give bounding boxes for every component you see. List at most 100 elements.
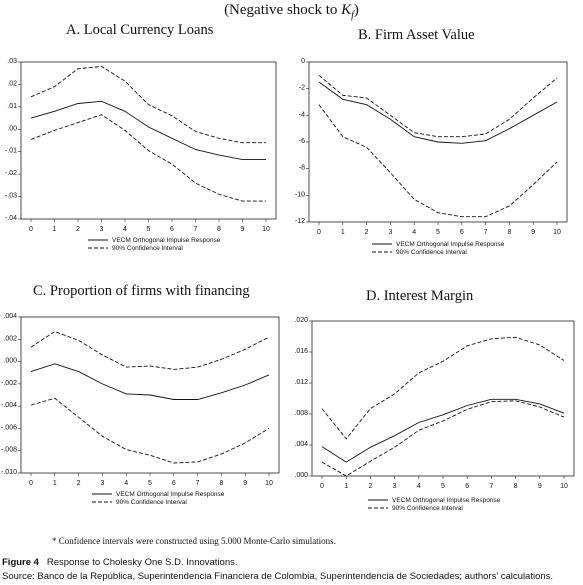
panel-d-ytick-label: .016 — [294, 348, 308, 355]
figure-caption: Figure 4 Response to Cholesky One S.D. I… — [2, 557, 238, 568]
panel-a-ytick-label: .02 — [7, 80, 17, 87]
panel-b-xtick-label: 10 — [553, 229, 561, 236]
panel-d-xtick-label: 4 — [417, 483, 421, 490]
panel-d-irf-line — [321, 398, 565, 463]
panel-a-ytick-label: -.04 — [5, 215, 17, 222]
panel-c-xtick-label: 6 — [172, 480, 176, 487]
panel-c-ytick-label: -.010 — [1, 469, 17, 476]
panel-b-xtick-label: 2 — [365, 229, 369, 236]
panel-b-xtick-label: 6 — [460, 229, 464, 236]
panel-b-xtick-label: 8 — [507, 229, 511, 236]
panel-b-legend-label: 90% Confidence Interval — [396, 249, 467, 256]
panel-c-xtick-label: 7 — [196, 480, 200, 487]
panel-a-xtick-label: 3 — [100, 226, 104, 233]
panel-a-ytick-label: -.01 — [5, 148, 17, 155]
panel-b-ytick-label: -2 — [299, 85, 305, 92]
panel-a-legend-label: VECM Orthogonal Impulse Response — [112, 237, 221, 244]
panel-d-ytick-label: .020 — [294, 317, 308, 324]
panel-b-xtick-label: 3 — [388, 229, 392, 236]
panel-b-ytick-label: -4 — [299, 111, 305, 118]
panel-a-xtick-label: 8 — [217, 226, 221, 233]
panel-c-title: C. Proportion of firms with financing — [33, 283, 250, 299]
panel-a-xtick-label: 5 — [147, 226, 151, 233]
panel-a-ytick-label: -.03 — [5, 193, 17, 200]
panel-d-frame — [311, 320, 575, 477]
panel-c-ytick-label: .000 — [3, 358, 17, 365]
panel-b-xtick-label: 5 — [436, 229, 440, 236]
source-line: Source: Banco de la República, Superinte… — [2, 571, 554, 582]
panel-b-ci-line-2 — [318, 104, 558, 218]
panel-a-xtick-label: 0 — [29, 226, 33, 233]
panel-c-xtick-label: 8 — [219, 480, 223, 487]
panel-d-ci-line-1 — [321, 336, 565, 440]
panel-c-ci-line-1 — [30, 330, 270, 370]
panel-b-ci-line-1 — [318, 74, 558, 138]
caption-label: Figure 4 — [2, 557, 39, 568]
panel-a-ytick-label: .03 — [7, 58, 17, 65]
panel-a-xtick-label: 7 — [194, 226, 198, 233]
panel-a-xtick-label: 9 — [241, 226, 245, 233]
panel-c-legend-label: 90% Confidence Interval — [116, 499, 187, 506]
panel-b-xtick-label: 0 — [317, 229, 321, 236]
panel-c-legend-label: VECM Orthogonal Impulse Response — [116, 491, 225, 498]
panel-b-ytick-label: -6 — [299, 138, 305, 145]
header-prefix: (Negative shock to — [224, 2, 342, 18]
panel-c-ytick-label: -.008 — [1, 447, 17, 454]
panel-a-ytick-label: .00 — [7, 125, 17, 132]
panel-b-xtick-label: 4 — [412, 229, 416, 236]
panel-b-legend-label: VECM Orthogonal Impulse Response — [396, 241, 505, 248]
header-suffix: ) — [353, 2, 359, 18]
panel-d-ci-line-2 — [321, 400, 565, 477]
panel-a-plot: .03 .02 .01 .00 -.01 -.02 -.03 -.04 0 1 2 3 4 5 6 7 8 9 10… — [5, 58, 277, 252]
panel-a-legend-label: 90% Confidence Interval — [112, 245, 183, 252]
panel-b-title: B. Firm Asset Value — [358, 27, 475, 43]
panel-b-irf-line — [318, 81, 558, 144]
panel-d-ytick-label: .004 — [294, 441, 308, 448]
panel-a-xtick-label: 4 — [123, 226, 127, 233]
panel-c-ytick-label: -.006 — [1, 424, 17, 431]
panel-c-xtick-label: 5 — [148, 480, 152, 487]
panel-c-xtick-label: 1 — [53, 480, 57, 487]
caption-text: Response to Cholesky One S.D. Innovation… — [46, 557, 238, 568]
panel-c-ytick-label: -.002 — [1, 380, 17, 387]
panel-c-xtick-label: 10 — [265, 480, 273, 487]
panel-c-ytick-label: .004 — [3, 313, 17, 320]
panel-d-xtick-label: 5 — [441, 483, 445, 490]
panel-a-frame — [20, 61, 277, 220]
panel-b-xtick-label: 9 — [531, 229, 535, 236]
panel-c-ytick-label: .002 — [3, 335, 17, 342]
panel-c-irf-line — [30, 363, 270, 400]
panel-d-legend-label: 90% Confidence Interval — [392, 505, 463, 512]
panel-a-xtick-label: 6 — [170, 226, 174, 233]
panel-d-plot: .020 .016 .012 .008 .004 .000 0 1 2 3 4 5 6 7 8 9 10 VECM… — [294, 317, 575, 512]
panel-c-xtick-label: 4 — [124, 480, 128, 487]
panel-a-title: A. Local Currency Loans — [66, 22, 214, 38]
panel-b-ytick-label: 0 — [301, 58, 305, 65]
panel-c-plot: .004 .002 .000 -.002 -.004 -.006 -.008 -.010 0 1 2… — [1, 313, 280, 506]
panel-c-ci-line-2 — [30, 397, 270, 464]
panel-c-xtick-label: 2 — [77, 480, 81, 487]
footnote: * Confidence intervals were constructed … — [52, 536, 336, 546]
panel-d-xtick-label: 10 — [560, 483, 568, 490]
panel-a-ytick-label: -.02 — [5, 170, 17, 177]
panel-d-ytick-label: .012 — [294, 379, 308, 386]
panel-b-ytick-label: -8 — [299, 165, 305, 172]
panel-b-xtick-label: 7 — [484, 229, 488, 236]
panel-c-xtick-label: 3 — [100, 480, 104, 487]
panel-a-ytick-label: .01 — [7, 103, 17, 110]
panel-a-xtick-label: 1 — [53, 226, 57, 233]
panel-b-xtick-label: 1 — [341, 229, 345, 236]
panel-c-ytick-label: -.004 — [1, 402, 17, 409]
panel-b-plot: 0 -2 -4 -6 -8 -10 -12 0 1 2 3 4 5 6 7 8 9 10 VECM Orthogon… — [295, 58, 568, 256]
panel-d-ytick-label: .008 — [294, 410, 308, 417]
panel-a-xtick-label: 2 — [76, 226, 80, 233]
panel-a-xtick-label: 10 — [262, 226, 270, 233]
panel-b-ytick-label: -12 — [295, 218, 305, 225]
panel-d-ytick-label: .000 — [294, 472, 308, 479]
panel-d-xtick-label: 6 — [465, 483, 469, 490]
panel-d-xtick-label: 9 — [538, 483, 542, 490]
panel-d-xtick-label: 8 — [514, 483, 518, 490]
panel-c-xtick-label: 9 — [243, 480, 247, 487]
panel-d-xtick-label: 1 — [344, 483, 348, 490]
